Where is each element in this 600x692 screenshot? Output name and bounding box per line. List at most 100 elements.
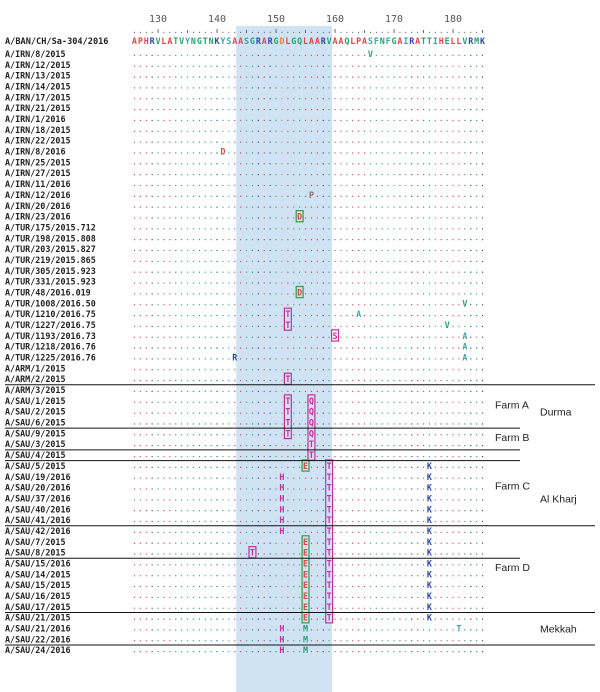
identical-dot bbox=[157, 271, 159, 273]
identical-dot bbox=[240, 423, 242, 425]
identical-dot bbox=[181, 596, 183, 599]
identical-dot bbox=[181, 195, 183, 197]
identical-dot bbox=[157, 444, 159, 447]
identical-dot bbox=[228, 423, 230, 425]
identical-dot bbox=[304, 444, 307, 447]
identical-dot bbox=[446, 499, 448, 501]
reference-residue: R bbox=[409, 36, 415, 46]
mutation-residue: K bbox=[427, 537, 433, 547]
identical-dot bbox=[340, 607, 342, 609]
identical-dot bbox=[257, 510, 259, 512]
identical-dot bbox=[192, 434, 195, 436]
identical-dot bbox=[257, 65, 259, 67]
identical-dot bbox=[234, 173, 236, 176]
identical-dot bbox=[181, 444, 183, 447]
identical-dot bbox=[340, 152, 342, 154]
identical-dot bbox=[381, 347, 383, 349]
row-label: A/IRN/13/2015 bbox=[5, 71, 71, 81]
identical-dot bbox=[375, 217, 377, 219]
identical-dot bbox=[192, 499, 195, 501]
identical-dot bbox=[458, 184, 460, 187]
identical-dot bbox=[216, 477, 218, 479]
mutation-residue: E bbox=[303, 602, 308, 612]
identical-dot bbox=[458, 401, 460, 403]
identical-dot bbox=[287, 249, 289, 252]
identical-dot bbox=[458, 228, 460, 230]
identical-dot bbox=[434, 184, 436, 187]
identical-dot bbox=[393, 390, 395, 393]
identical-dot bbox=[352, 119, 354, 122]
identical-dot bbox=[387, 564, 389, 566]
row-label: A/TUR/175/2015.712 bbox=[5, 222, 96, 232]
identical-dot bbox=[476, 119, 478, 122]
identical-dot bbox=[322, 585, 324, 588]
mutation-residue: K bbox=[427, 591, 433, 601]
identical-dot bbox=[393, 455, 395, 458]
identical-dot bbox=[157, 336, 159, 338]
identical-dot bbox=[375, 130, 377, 132]
identical-dot bbox=[257, 54, 259, 57]
row-label: A/TUR/198/2015.808 bbox=[5, 233, 96, 243]
identical-dot bbox=[446, 163, 448, 165]
identical-dot bbox=[275, 390, 277, 393]
identical-dot bbox=[310, 510, 313, 512]
identical-dot bbox=[434, 195, 436, 197]
identical-dot bbox=[234, 141, 236, 143]
identical-dot bbox=[411, 596, 413, 599]
identical-dot bbox=[381, 260, 383, 263]
reference-residue: H bbox=[144, 36, 149, 46]
identical-dot bbox=[263, 173, 265, 176]
identical-dot bbox=[234, 228, 236, 230]
identical-dot bbox=[275, 553, 277, 555]
mutation-box bbox=[301, 459, 310, 472]
reference-residue: S bbox=[244, 36, 249, 46]
identical-dot bbox=[192, 228, 195, 230]
identical-dot bbox=[316, 379, 318, 382]
identical-dot bbox=[240, 163, 242, 165]
identical-dot bbox=[210, 531, 212, 534]
identical-dot bbox=[145, 640, 147, 642]
identical-dot bbox=[458, 293, 460, 295]
identical-dot bbox=[216, 325, 218, 328]
identical-dot bbox=[186, 520, 189, 523]
identical-dot bbox=[476, 488, 478, 490]
identical-dot bbox=[476, 249, 478, 252]
identical-dot bbox=[157, 76, 159, 78]
identical-dot bbox=[198, 206, 201, 208]
ruler-tick-label: 180 bbox=[444, 14, 462, 25]
identical-dot bbox=[464, 173, 466, 176]
identical-dot bbox=[157, 455, 159, 458]
identical-dot bbox=[363, 434, 366, 436]
identical-dot bbox=[481, 520, 484, 523]
identical-dot bbox=[198, 379, 201, 382]
identical-dot bbox=[440, 54, 442, 57]
identical-dot bbox=[417, 325, 419, 328]
identical-dot bbox=[186, 206, 189, 208]
identical-dot bbox=[381, 640, 383, 642]
identical-dot bbox=[157, 531, 159, 534]
identical-dot bbox=[387, 282, 389, 284]
identical-dot bbox=[405, 173, 407, 176]
identical-dot bbox=[245, 325, 248, 328]
identical-dot bbox=[458, 434, 460, 436]
identical-dot bbox=[139, 412, 142, 414]
identical-dot bbox=[151, 466, 153, 468]
identical-dot bbox=[411, 260, 413, 263]
identical-dot bbox=[340, 444, 342, 447]
identical-dot bbox=[417, 455, 419, 458]
row-label: A/SAU/7/2015 bbox=[5, 537, 66, 547]
identical-dot bbox=[358, 607, 360, 609]
identical-dot bbox=[387, 141, 389, 143]
identical-dot bbox=[375, 358, 377, 360]
row-label: A/SAU/8/2015 bbox=[5, 548, 66, 558]
identical-dot bbox=[322, 607, 324, 609]
reference-residue: V bbox=[462, 36, 467, 46]
identical-dot bbox=[210, 520, 212, 523]
identical-dot bbox=[387, 358, 389, 360]
identical-dot bbox=[216, 564, 218, 566]
identical-dot bbox=[417, 369, 419, 371]
identical-dot bbox=[275, 206, 277, 208]
identical-dot bbox=[186, 217, 189, 219]
identical-dot bbox=[293, 596, 295, 599]
identical-dot bbox=[169, 195, 171, 197]
